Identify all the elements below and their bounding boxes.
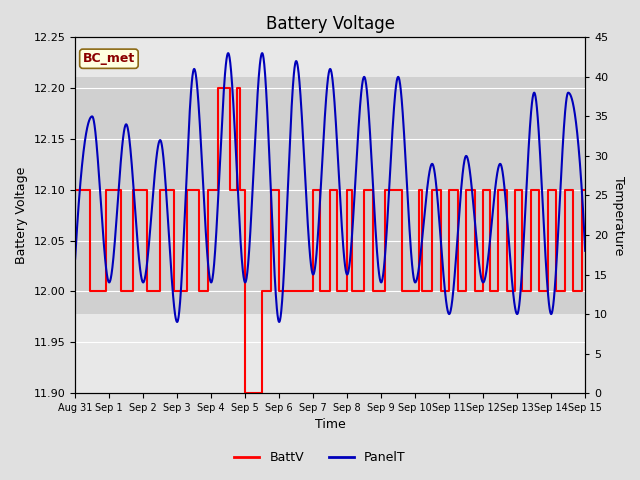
Y-axis label: Battery Voltage: Battery Voltage bbox=[15, 167, 28, 264]
Bar bbox=[75, 77, 585, 314]
Y-axis label: Temperature: Temperature bbox=[612, 176, 625, 255]
Title: Battery Voltage: Battery Voltage bbox=[266, 15, 395, 33]
X-axis label: Time: Time bbox=[315, 419, 346, 432]
Text: BC_met: BC_met bbox=[83, 52, 135, 65]
Legend: BattV, PanelT: BattV, PanelT bbox=[229, 446, 411, 469]
